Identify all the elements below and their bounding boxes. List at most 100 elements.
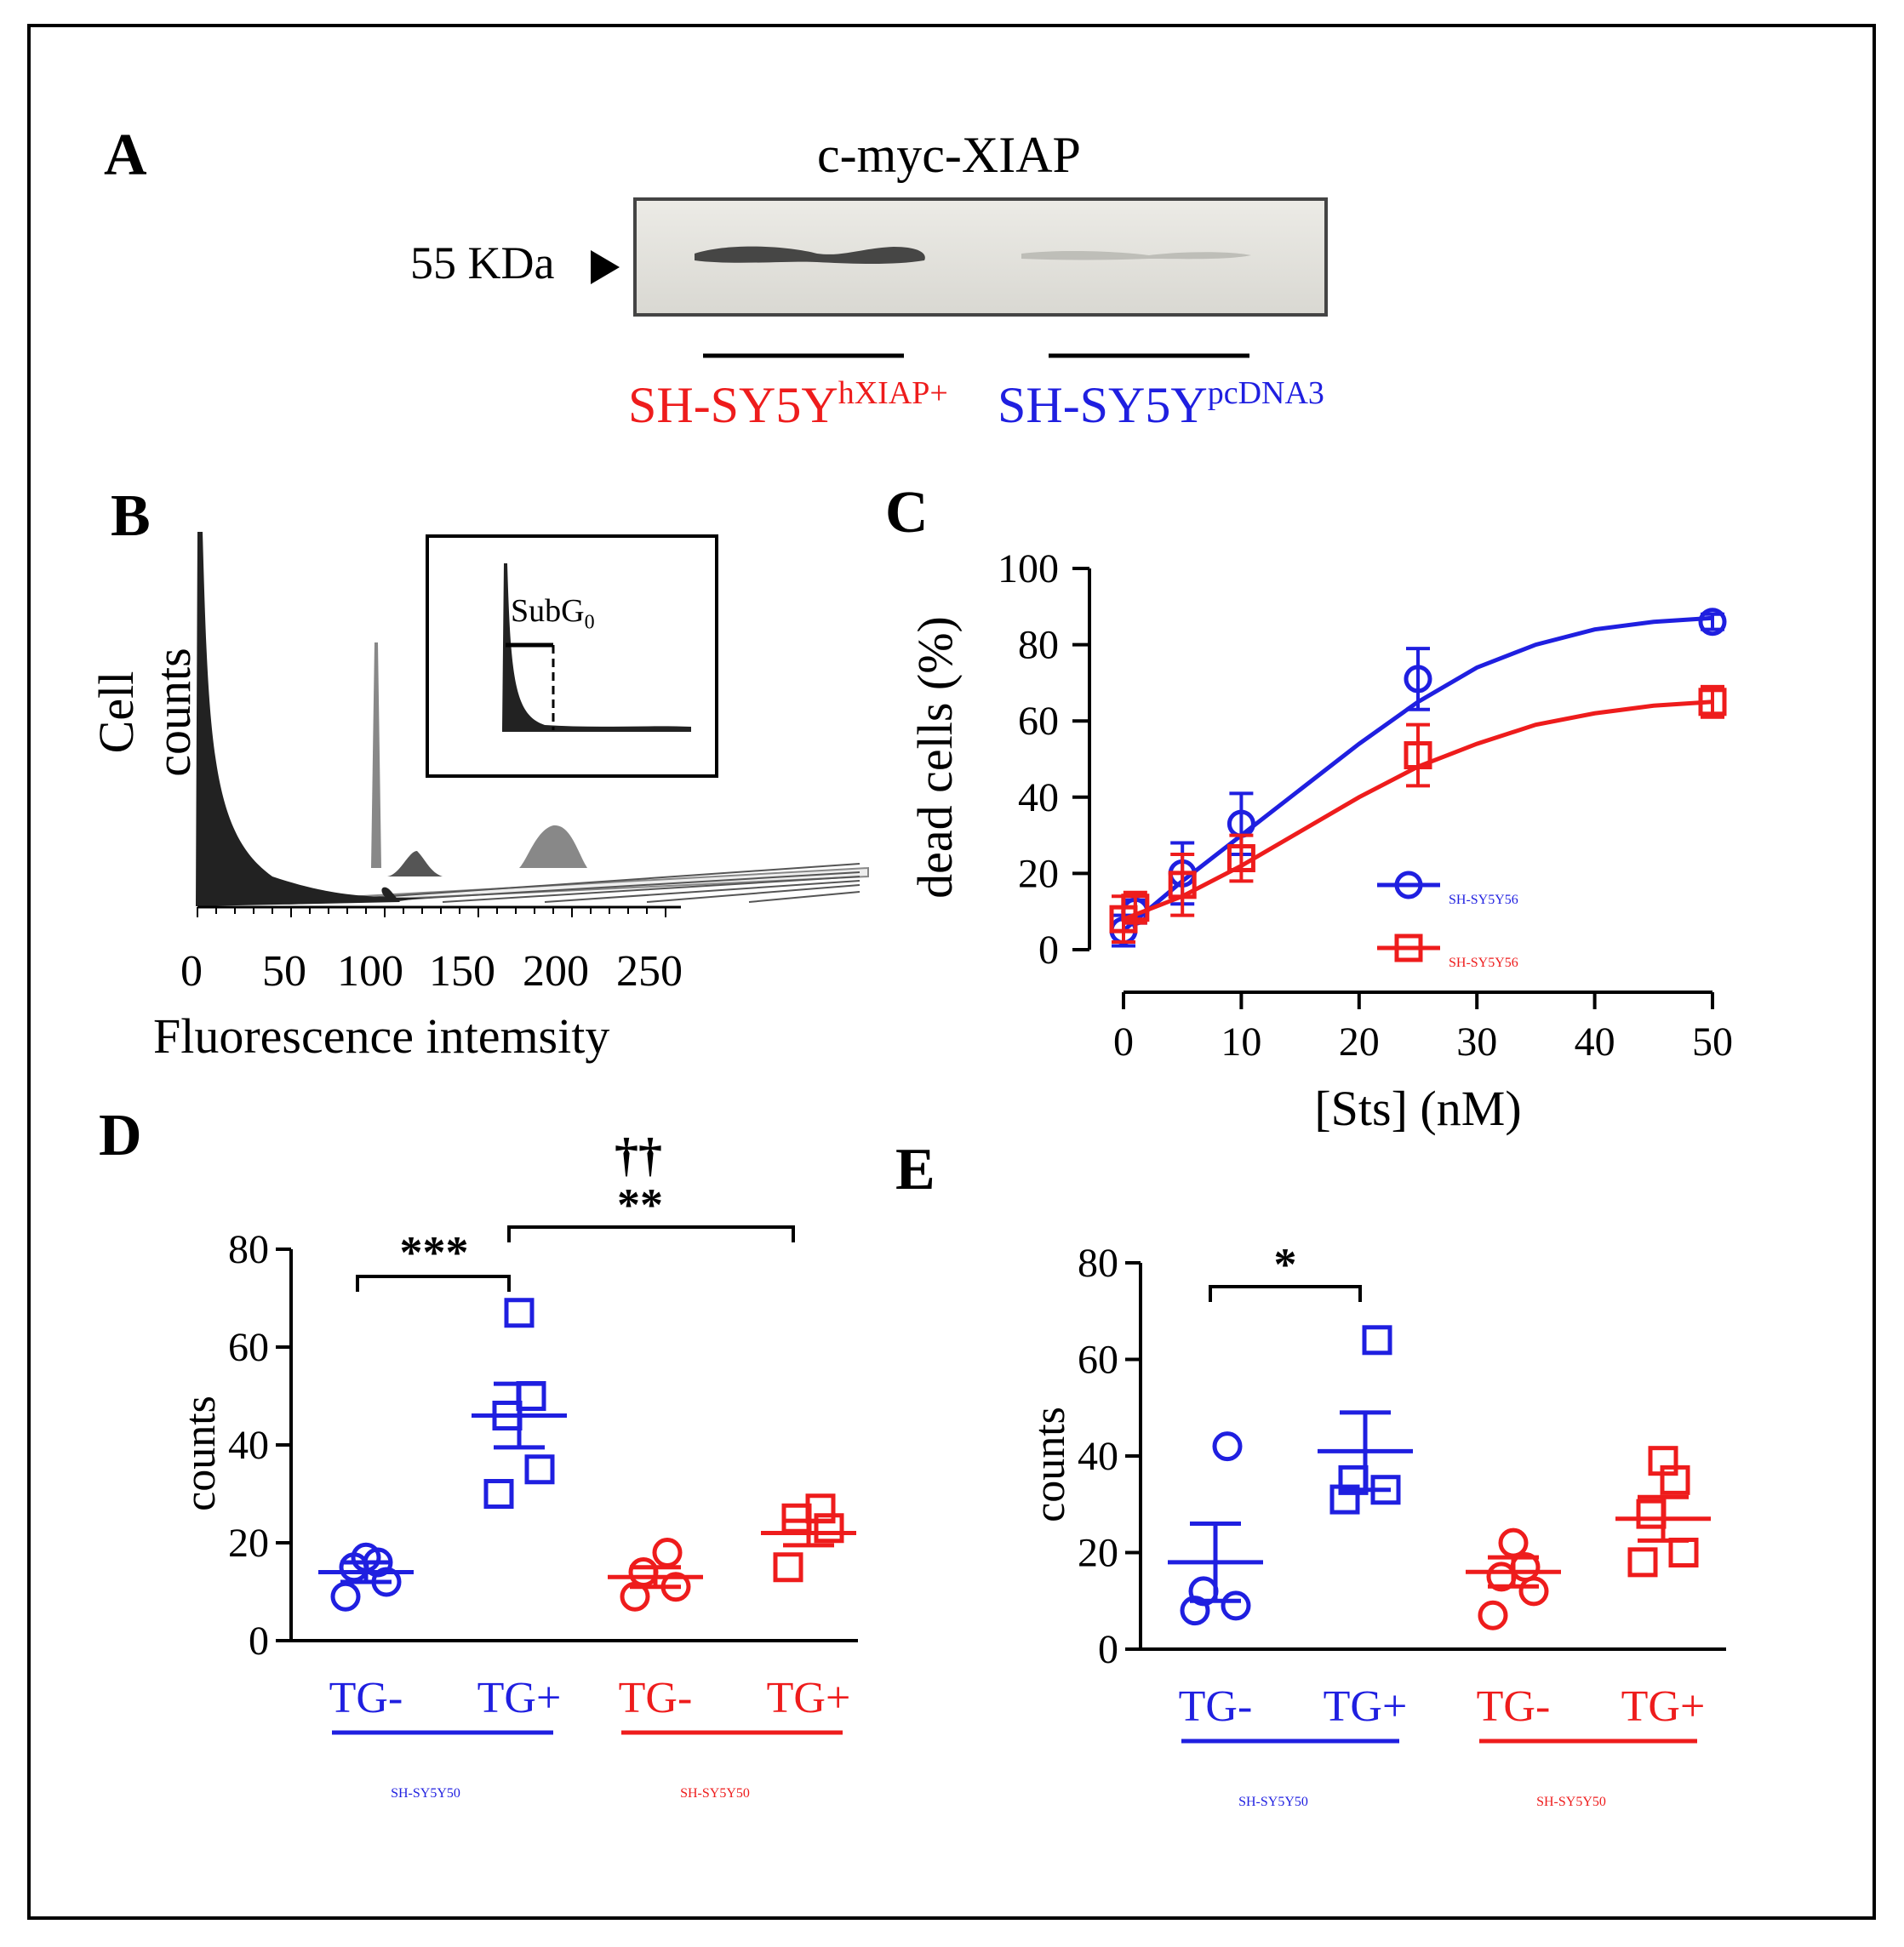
- panel-label-d: D: [99, 1103, 142, 1168]
- e-data-point: [1648, 1446, 1678, 1476]
- d-data-point: [628, 1557, 659, 1587]
- lane-label-xiap: SH-SY5YhXIAP+: [628, 375, 948, 433]
- histogram-peak-g1b: [387, 851, 443, 876]
- d-y-tick-label: 80: [228, 1227, 269, 1272]
- blot-title: c-myc-XIAP: [817, 127, 1081, 183]
- e-data-point: [1221, 1590, 1251, 1621]
- lane-label-pcdna3: SH-SY5YpcDNA3: [998, 375, 1324, 433]
- d-sig-bracket-2: [507, 1225, 795, 1242]
- d-data-point: [330, 1581, 361, 1612]
- d-group-label: SH-SY5Y50: [391, 1786, 460, 1801]
- c-data-point: [1404, 741, 1432, 770]
- d-y-tick-label: 60: [228, 1325, 269, 1370]
- c-data-point: [1226, 843, 1255, 872]
- c-y-axis-label: dead cells (%): [907, 616, 963, 899]
- d-data-point: [524, 1454, 555, 1485]
- subg0-label: SubG0: [511, 593, 595, 634]
- histogram-peak-g2: [519, 825, 587, 868]
- c-legend-label: SH-SY5Y56: [1449, 893, 1518, 907]
- d-sig-bracket-1: [356, 1275, 511, 1292]
- e-data-point: [1478, 1600, 1508, 1630]
- e-category-label: TG+: [1621, 1682, 1706, 1731]
- panel-label-b: B: [111, 483, 151, 549]
- hist-minor-ticks: [197, 907, 666, 917]
- e-data-point: [1329, 1484, 1360, 1515]
- c-legend-marker: [1394, 934, 1423, 962]
- hist-tick: 50: [262, 947, 306, 996]
- d-category-label: TG-: [619, 1674, 693, 1722]
- d-data-point: [814, 1513, 844, 1544]
- d-data-point: [483, 1479, 514, 1509]
- blot-band-weak: [1021, 250, 1251, 260]
- e-data-point: [1362, 1325, 1392, 1356]
- e-data-point: [1212, 1431, 1243, 1462]
- c-y-tick-label: 60: [1018, 699, 1059, 744]
- hist-tick: 0: [180, 947, 203, 996]
- d-data-point: [773, 1552, 803, 1583]
- marker-label: 55 KDa: [410, 237, 555, 288]
- hist-tick: 150: [429, 947, 495, 996]
- panel-label-c: C: [885, 480, 929, 545]
- e-y-tick-label: 40: [1078, 1434, 1118, 1479]
- e-category-label: TG-: [1179, 1682, 1253, 1731]
- hist-tick: 250: [616, 947, 683, 996]
- c-x-tick-label: 20: [1339, 1019, 1380, 1065]
- d-data-point: [504, 1298, 535, 1328]
- c-x-tick-label: 30: [1456, 1019, 1497, 1065]
- c-data-point: [1698, 608, 1727, 637]
- d-data-point: [652, 1538, 683, 1567]
- d-group-label: SH-SY5Y50: [680, 1786, 750, 1801]
- e-y-axis-label: counts: [1026, 1407, 1074, 1522]
- e-group-label: SH-SY5Y50: [1238, 1795, 1308, 1809]
- blot-band-strong: [695, 246, 925, 264]
- c-x-tick-label: 10: [1221, 1019, 1261, 1065]
- d-category-label: TG+: [477, 1674, 562, 1722]
- c-y-tick-label: 100: [998, 546, 1059, 591]
- hist-tick: 200: [523, 947, 589, 996]
- e-data-point: [1668, 1538, 1699, 1567]
- hist-tick: 100: [337, 947, 403, 996]
- e-data-point: [1518, 1576, 1549, 1607]
- hist-inset-peak: [502, 563, 691, 732]
- e-sig-bracket-1: [1209, 1285, 1362, 1302]
- d-sig-label-1: ***: [400, 1227, 469, 1278]
- c-x-tick-label: 0: [1113, 1019, 1134, 1065]
- e-group-label: SH-SY5Y50: [1536, 1795, 1606, 1809]
- d-y-tick-label: 20: [228, 1521, 269, 1566]
- histogram-front: [196, 532, 426, 906]
- e-data-point: [1636, 1499, 1667, 1529]
- e-category-label: TG-: [1477, 1682, 1551, 1731]
- c-y-tick-label: 20: [1018, 851, 1059, 896]
- e-y-tick-label: 80: [1078, 1241, 1118, 1286]
- e-data-point: [1498, 1527, 1529, 1558]
- e-data-point: [1627, 1547, 1658, 1578]
- e-category-label: TG+: [1324, 1682, 1408, 1731]
- c-legend-label: SH-SY5Y56: [1449, 956, 1518, 970]
- d-sig-label-2: **: [617, 1179, 663, 1230]
- c-y-tick-label: 40: [1018, 775, 1059, 820]
- e-y-tick-label: 60: [1078, 1338, 1118, 1383]
- hist-xlabel: Fluorescence intemsity: [153, 1008, 610, 1064]
- c-y-tick-label: 80: [1018, 623, 1059, 668]
- c-data-point: [1698, 688, 1727, 717]
- hist-tick-labels: 0 50 100 150 200 250: [162, 946, 723, 997]
- c-data-point: [1121, 894, 1150, 922]
- d-category-label: TG+: [767, 1674, 851, 1722]
- c-data-point: [1168, 871, 1197, 899]
- d-sig-label-3: ††: [615, 1129, 662, 1182]
- e-sig-label-1: *: [1274, 1239, 1297, 1290]
- d-y-axis-label: counts: [176, 1396, 225, 1511]
- e-y-tick-label: 20: [1078, 1531, 1118, 1576]
- panel-label-e: E: [895, 1137, 935, 1202]
- histogram-peak-g1: [371, 642, 381, 868]
- c-x-axis-label: [Sts] (nM): [1314, 1081, 1521, 1136]
- panel-label-a: A: [104, 123, 147, 188]
- d-category-label: TG-: [329, 1674, 403, 1722]
- c-legend-marker: [1394, 871, 1423, 899]
- c-x-tick-label: 40: [1575, 1019, 1615, 1065]
- c-data-point: [1404, 665, 1432, 694]
- c-x-tick-label: 50: [1692, 1019, 1733, 1065]
